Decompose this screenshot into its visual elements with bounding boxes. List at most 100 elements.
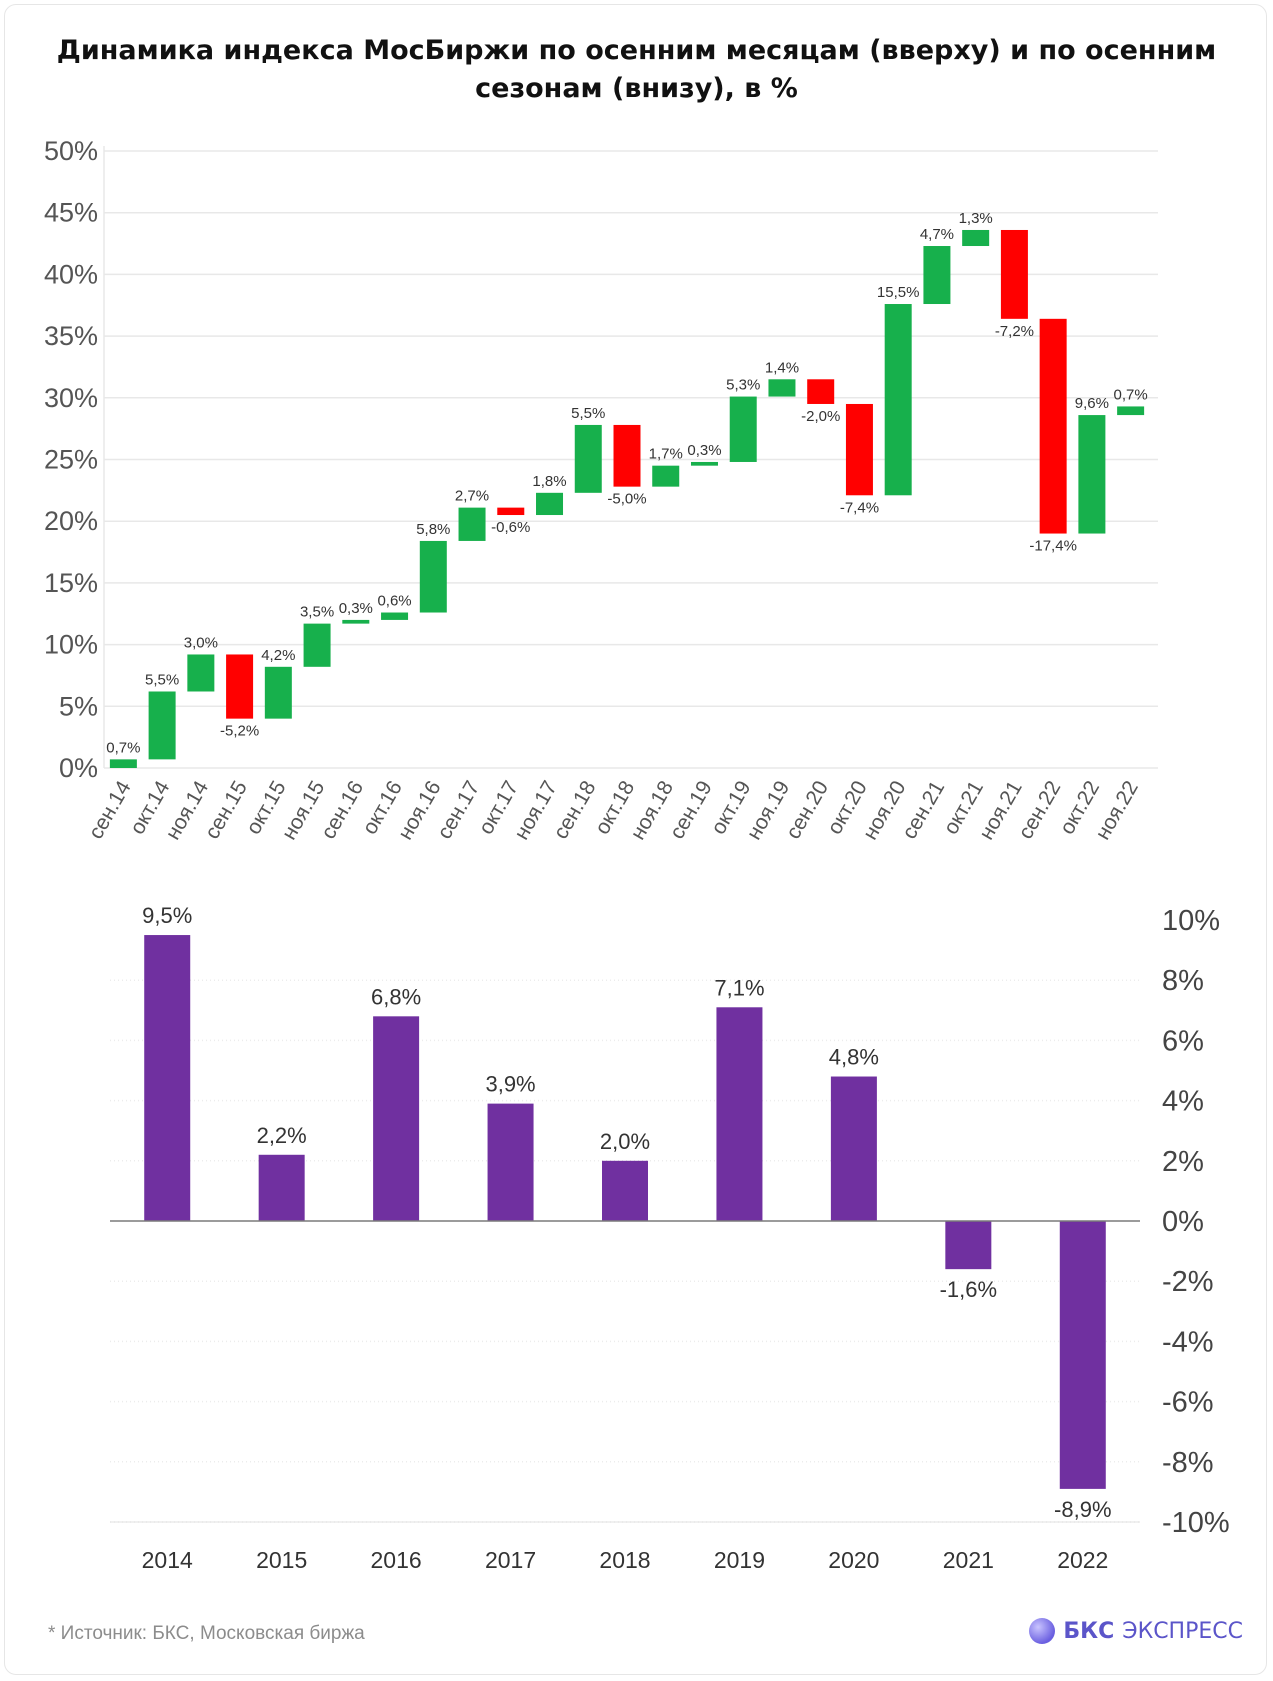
- waterfall-bar: [923, 246, 951, 305]
- data-label: 5,5%: [571, 405, 605, 422]
- data-label: -7,2%: [995, 323, 1034, 340]
- waterfall-bar: [226, 654, 254, 719]
- season-bar: [373, 1016, 420, 1221]
- bks-logo-icon: [1029, 1618, 1056, 1644]
- waterfall-bar: [807, 379, 835, 404]
- y-tick-label: 35%: [44, 321, 98, 351]
- data-label: 1,8%: [532, 473, 566, 490]
- waterfall-bar: [1039, 318, 1067, 534]
- data-label: -2,0%: [801, 408, 840, 425]
- season-bar: [487, 1103, 534, 1221]
- x-tick-label: 2017: [485, 1547, 536, 1573]
- y-tick-label: 20%: [44, 506, 98, 536]
- source-footnote: * Источник: БКС, Московская биржа: [48, 1623, 365, 1644]
- waterfall-bar: [458, 507, 486, 541]
- data-label: 5,3%: [726, 377, 760, 394]
- waterfall-chart: 50%45%40%35%30%25%20%15%10%5%0%0,7%сен.1…: [44, 136, 1158, 844]
- data-label: -0,6%: [491, 519, 530, 536]
- x-tick-label: 2021: [943, 1547, 994, 1573]
- waterfall-bar: [962, 229, 990, 247]
- y-tick-label: 2%: [1162, 1146, 1204, 1178]
- data-label: 4,2%: [261, 647, 295, 664]
- data-label: 0,7%: [106, 739, 140, 756]
- x-tick-label: 2015: [256, 1547, 307, 1573]
- waterfall-bar: [303, 623, 331, 667]
- y-tick-label: 8%: [1162, 965, 1204, 997]
- season-bar: [716, 1007, 763, 1221]
- y-tick-label: -2%: [1162, 1266, 1214, 1298]
- data-label: 5,5%: [145, 671, 179, 688]
- waterfall-bar: [536, 492, 564, 516]
- data-label: -5,0%: [607, 491, 646, 508]
- y-tick-label: 15%: [44, 568, 98, 598]
- data-label: 0,6%: [377, 593, 411, 610]
- y-tick-label: 10%: [44, 630, 98, 660]
- waterfall-bar: [1117, 406, 1145, 416]
- y-tick-label: 40%: [44, 259, 98, 289]
- data-label: 6,8%: [371, 984, 421, 1009]
- y-tick-label: 50%: [44, 136, 98, 166]
- y-tick-label: 0%: [1162, 1206, 1204, 1238]
- waterfall-bar: [381, 612, 409, 620]
- data-label: 0,7%: [1114, 386, 1148, 403]
- y-tick-label: -8%: [1162, 1447, 1214, 1479]
- waterfall-bar: [1000, 229, 1028, 319]
- data-label: -1,6%: [940, 1277, 997, 1302]
- waterfall-bar: [342, 619, 370, 624]
- waterfall-bar: [613, 424, 641, 487]
- y-tick-label: 45%: [44, 198, 98, 228]
- data-label: 9,6%: [1075, 395, 1109, 412]
- x-tick-label: 2020: [828, 1547, 879, 1573]
- data-label: 5,8%: [416, 521, 450, 538]
- x-tick-label: 2018: [599, 1547, 650, 1573]
- data-label: -7,4%: [840, 499, 879, 516]
- waterfall-bar: [690, 461, 718, 466]
- brand-logo: БКС ЭКСПРЕСС: [1029, 1618, 1243, 1644]
- data-label: 2,2%: [257, 1123, 307, 1148]
- waterfall-bar: [652, 465, 680, 487]
- y-tick-label: -10%: [1162, 1507, 1230, 1539]
- x-tick-label: 2016: [371, 1547, 422, 1573]
- chart-title: Динамика индекса МосБиржи по осенним мес…: [56, 35, 1217, 104]
- data-label: 2,7%: [455, 488, 489, 505]
- y-tick-label: 25%: [44, 445, 98, 475]
- data-label: 15,5%: [877, 284, 920, 301]
- waterfall-bar: [1078, 415, 1106, 534]
- season-bar: [144, 935, 191, 1221]
- chart-card: [4, 4, 1267, 1675]
- data-label: 1,3%: [959, 210, 993, 227]
- data-label: 1,4%: [765, 359, 799, 376]
- season-bar: [258, 1154, 305, 1221]
- season-bar: [1059, 1221, 1106, 1489]
- data-label: 3,0%: [184, 634, 218, 651]
- waterfall-bar: [729, 396, 757, 462]
- data-label: -8,9%: [1054, 1497, 1111, 1522]
- waterfall-bar: [109, 759, 137, 768]
- data-label: -5,2%: [220, 723, 259, 740]
- data-label: 3,5%: [300, 604, 334, 621]
- data-label: 4,7%: [920, 226, 954, 243]
- y-tick-label: 10%: [1162, 905, 1220, 937]
- y-tick-label: -6%: [1162, 1387, 1214, 1419]
- data-label: 0,3%: [687, 442, 721, 459]
- waterfall-bar: [148, 691, 176, 760]
- waterfall-bar: [264, 666, 292, 719]
- y-tick-label: 0%: [59, 753, 98, 783]
- waterfall-bar: [187, 654, 215, 692]
- data-label: 0,3%: [339, 600, 373, 617]
- data-label: 3,9%: [485, 1072, 535, 1097]
- data-label: -17,4%: [1029, 538, 1077, 555]
- waterfall-bar: [768, 379, 796, 397]
- y-tick-label: 5%: [59, 691, 98, 721]
- season-bar: [602, 1160, 648, 1221]
- data-label: 2,0%: [600, 1129, 650, 1154]
- brand-name: БКС: [1063, 1618, 1115, 1644]
- waterfall-bar: [884, 304, 912, 496]
- data-label: 1,7%: [649, 446, 683, 463]
- y-tick-label: 30%: [44, 383, 98, 413]
- y-tick-label: 4%: [1162, 1086, 1204, 1118]
- season-bar: [945, 1221, 992, 1270]
- x-tick-label: 2022: [1057, 1547, 1108, 1573]
- data-label: 7,1%: [714, 975, 764, 1000]
